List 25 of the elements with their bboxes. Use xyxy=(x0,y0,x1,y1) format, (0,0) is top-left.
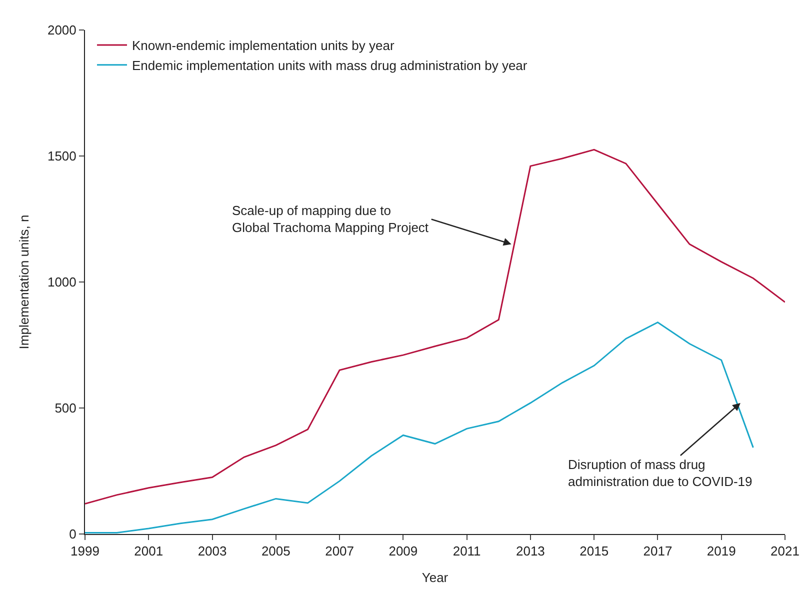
legend-label: Endemic implementation units with mass drug administration by year xyxy=(132,58,528,73)
y-axis-title: Implementation units, n xyxy=(16,214,32,350)
legend-label: Known-endemic implementation units by year xyxy=(132,38,395,54)
x-tick-label: 2007 xyxy=(325,544,354,559)
x-tick-label: 2013 xyxy=(516,544,545,559)
x-tick-label: 1999 xyxy=(70,544,100,559)
annotation: Disruption of mass drug administration due to COVID-19 xyxy=(568,457,752,489)
y-tick-label: 0 xyxy=(69,526,76,542)
line-series xyxy=(85,148,785,505)
x-tick-label: 2021 xyxy=(770,544,800,559)
x-tick-label: 2001 xyxy=(134,544,164,559)
annotation: Scale-up of mapping due to Global Trachoma Mapping Project xyxy=(232,203,429,235)
line-series xyxy=(85,322,754,534)
x-tick-label: 2015 xyxy=(580,544,609,559)
y-tick-label: 1500 xyxy=(47,148,76,164)
x-tick-label: 2017 xyxy=(643,544,672,559)
x-tick-label: 2003 xyxy=(198,544,227,559)
x-tick-label: 2011 xyxy=(452,544,481,559)
x-tick-label: 2005 xyxy=(261,544,290,559)
x-tick-label: 2019 xyxy=(706,544,736,559)
x-tick-label: 2009 xyxy=(388,544,418,559)
y-tick-label: 500 xyxy=(54,400,76,416)
y-tick-label: 1000 xyxy=(47,274,76,290)
x-axis-title: Year xyxy=(422,570,449,586)
y-tick-label: 2000 xyxy=(47,22,76,38)
